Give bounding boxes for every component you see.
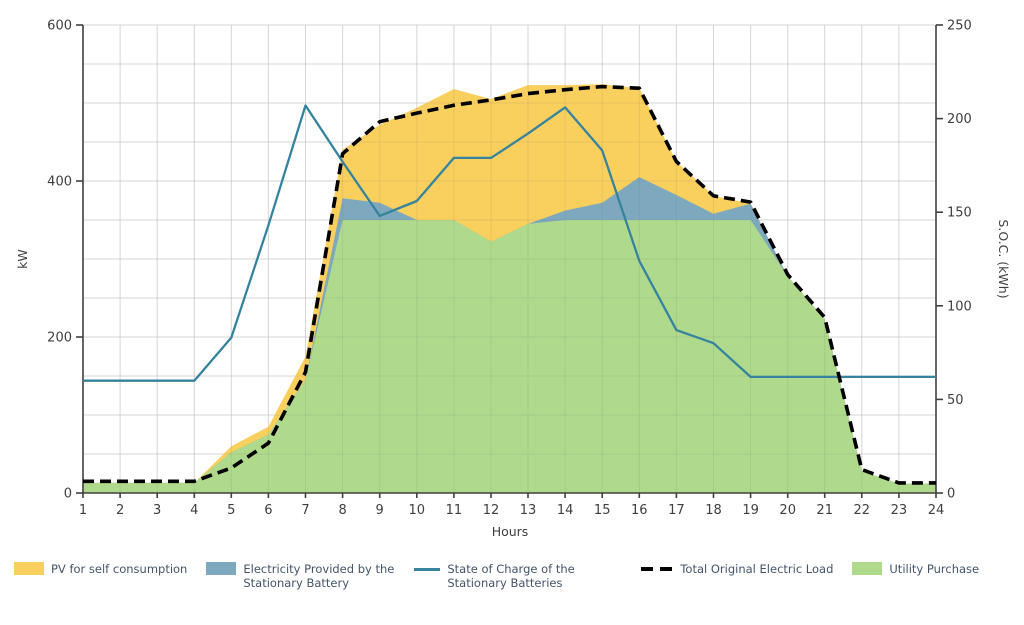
svg-text:200: 200 — [47, 331, 72, 346]
legend-label-battery: Electricity Provided by the Stationary B… — [243, 562, 395, 591]
svg-text:7: 7 — [301, 503, 309, 518]
svg-text:50: 50 — [947, 393, 964, 408]
y-right-axis-title: S.O.C. (kWh) — [996, 219, 1011, 298]
svg-text:24: 24 — [928, 503, 945, 518]
svg-text:100: 100 — [947, 299, 972, 314]
svg-text:2: 2 — [116, 503, 124, 518]
svg-text:400: 400 — [47, 175, 72, 190]
svg-text:4: 4 — [190, 503, 198, 518]
svg-text:200: 200 — [947, 112, 972, 127]
y-right-tick-labels: 0 50 100 150 200 250 — [947, 19, 972, 502]
y-left-tick-labels: 0 200 400 600 — [47, 19, 72, 502]
svg-text:14: 14 — [557, 503, 574, 518]
legend-item-pv: PV for self consumption — [14, 562, 187, 576]
svg-text:13: 13 — [520, 503, 537, 518]
svg-text:3: 3 — [153, 503, 161, 518]
svg-text:9: 9 — [376, 503, 384, 518]
svg-text:22: 22 — [854, 503, 871, 518]
load-dash-swatch — [641, 567, 674, 571]
legend-label-soc: State of Charge of the Stationary Batter… — [447, 562, 575, 591]
utility-area-swatch — [852, 562, 883, 575]
pv-area-swatch — [14, 562, 44, 575]
svg-text:5: 5 — [227, 503, 235, 518]
legend-item-utility: Utility Purchase — [852, 562, 979, 576]
y-left-axis-title: kW — [15, 249, 30, 269]
svg-text:8: 8 — [338, 503, 346, 518]
svg-text:23: 23 — [891, 503, 908, 518]
svg-text:20: 20 — [779, 503, 796, 518]
legend-label-load: Total Original Electric Load — [680, 562, 834, 576]
svg-text:16: 16 — [631, 503, 648, 518]
svg-text:18: 18 — [705, 503, 722, 518]
svg-text:150: 150 — [947, 206, 972, 221]
svg-text:11: 11 — [446, 503, 463, 518]
svg-text:12: 12 — [483, 503, 500, 518]
x-axis-title: Hours — [492, 524, 529, 539]
svg-text:15: 15 — [594, 503, 611, 518]
axis-lines — [76, 24, 943, 498]
svg-text:600: 600 — [47, 19, 72, 34]
utility-area — [83, 220, 936, 493]
svg-text:250: 250 — [947, 19, 972, 34]
x-tick-labels: 1 2 3 4 5 6 7 8 9 10 11 12 13 14 15 16 17 18 19 20 21 22 23 24 — [79, 503, 944, 518]
battery-area-swatch — [206, 562, 237, 575]
legend-label-pv: PV for self consumption — [51, 562, 188, 576]
load-line — [83, 84, 936, 485]
legend-item-load: Total Original Electric Load — [641, 562, 833, 576]
chart-legend: PV for self consumption Electricity Prov… — [0, 552, 1024, 590]
svg-text:1: 1 — [79, 503, 87, 518]
svg-text:0: 0 — [947, 487, 955, 502]
svg-text:10: 10 — [409, 503, 426, 518]
svg-text:19: 19 — [742, 503, 759, 518]
legend-item-battery: Electricity Provided by the Stationary B… — [206, 562, 395, 590]
svg-text:17: 17 — [668, 503, 685, 518]
svg-text:0: 0 — [64, 487, 72, 502]
svg-text:6: 6 — [264, 503, 272, 518]
soc-line-swatch — [414, 568, 441, 571]
svg-text:21: 21 — [816, 503, 833, 518]
soc-line — [83, 104, 936, 382]
legend-label-utility: Utility Purchase — [889, 562, 980, 576]
legend-item-soc: State of Charge of the Stationary Batter… — [414, 562, 622, 590]
